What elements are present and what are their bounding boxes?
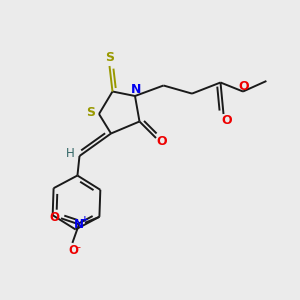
Text: +: +	[81, 215, 88, 224]
Text: S: S	[105, 51, 114, 64]
Text: O: O	[238, 80, 249, 93]
Text: S: S	[86, 106, 95, 119]
Text: H: H	[65, 147, 74, 160]
Text: N: N	[74, 218, 84, 231]
Text: O: O	[157, 134, 167, 148]
Text: O: O	[68, 244, 78, 257]
Text: N: N	[131, 83, 142, 97]
Text: ⁻: ⁻	[76, 245, 81, 255]
Text: O: O	[50, 211, 59, 224]
Text: O: O	[221, 114, 232, 127]
